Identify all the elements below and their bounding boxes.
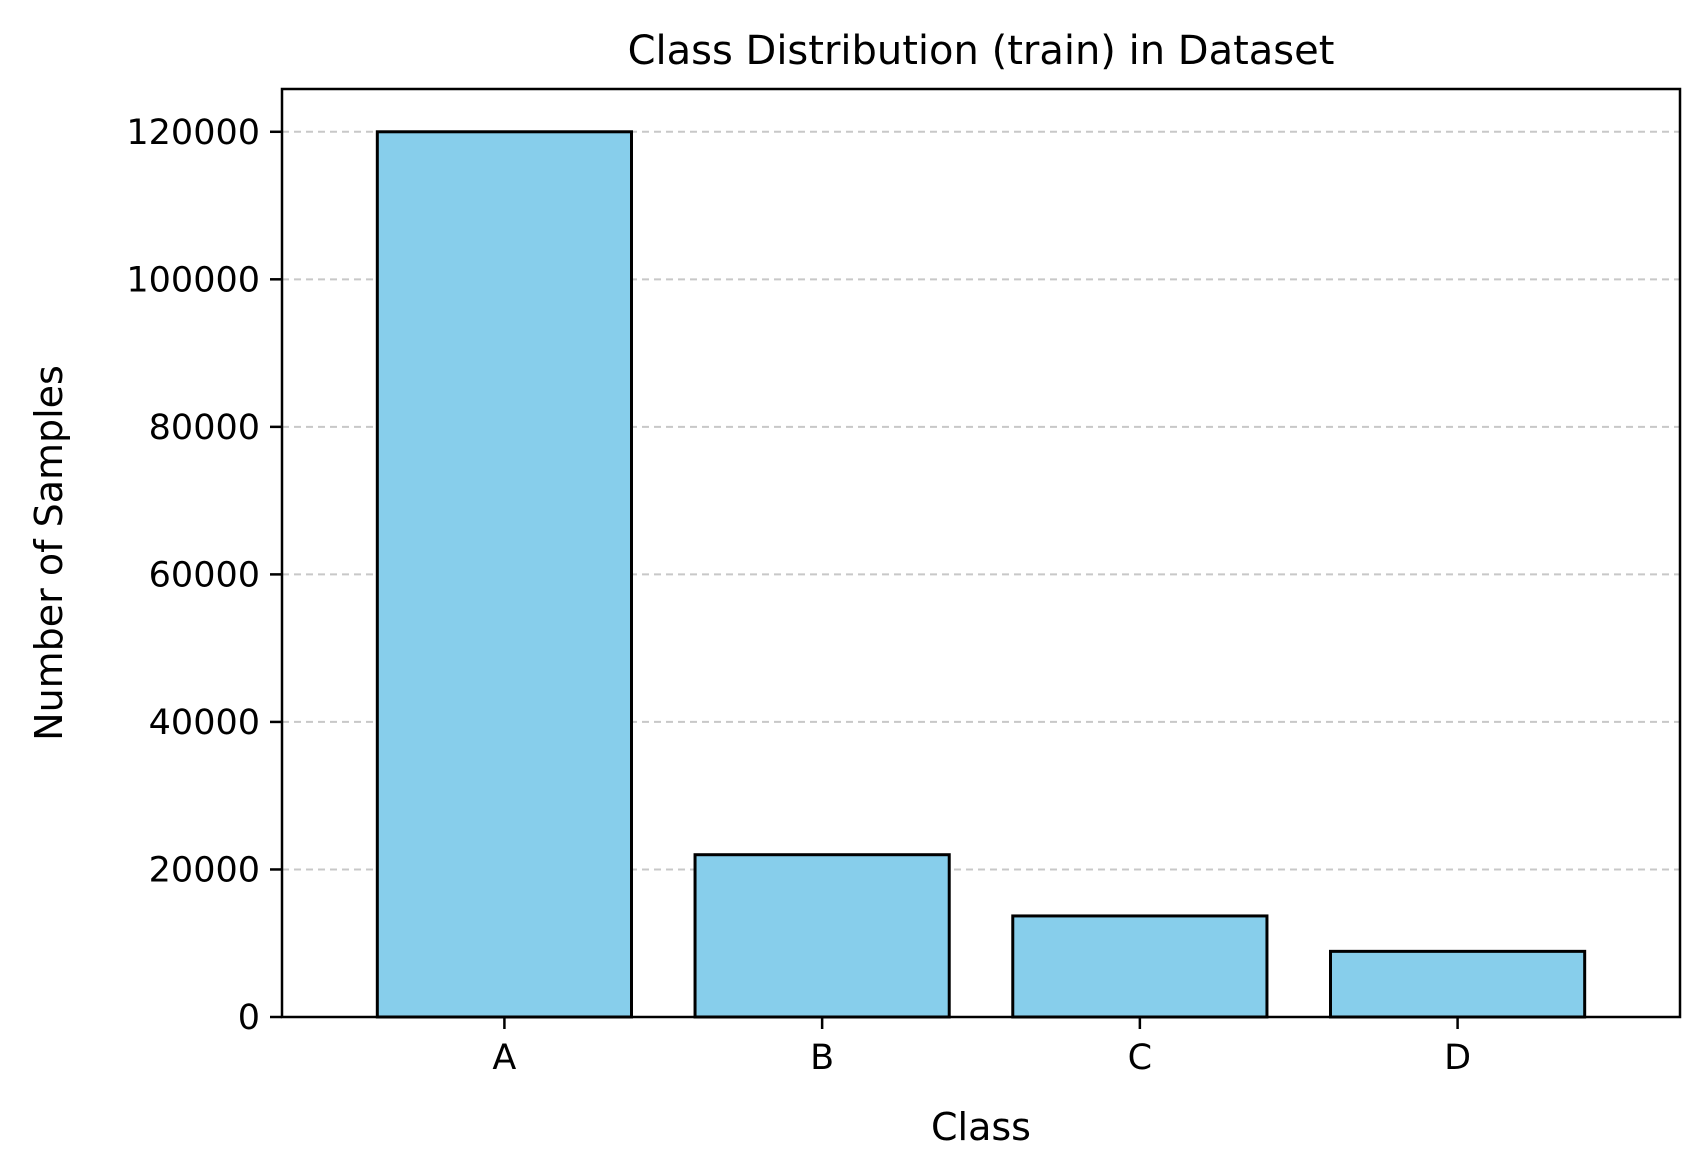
y-tick-label: 0 [238,998,260,1038]
x-axis-label: Class [931,1105,1031,1149]
bar-b [693,853,951,1019]
y-tick-label: 100000 [126,260,260,300]
x-tick-label: B [810,1038,834,1078]
bar-a [375,130,633,1019]
chart-title: Class Distribution (train) in Dataset [628,28,1335,74]
y-tick-label: 20000 [149,850,260,890]
bars [375,130,1587,1019]
y-tick-label: 40000 [149,703,260,743]
y-axis-label: Number of Samples [27,365,71,741]
x-tick-label: C [1128,1038,1152,1078]
x-axis-ticks: A B C D [492,1017,1471,1078]
plot-frame [280,87,1682,1019]
x-tick-label: D [1444,1038,1471,1078]
bar-d [1329,949,1587,1019]
bar-c [1011,914,1269,1019]
x-tick-label: A [492,1038,516,1078]
y-tick-label: 120000 [126,113,260,153]
y-axis-ticks: 0 20000 40000 60000 80000 100000 120000 [126,113,282,1038]
y-tick-label: 60000 [149,555,260,595]
y-tick-label: 80000 [149,408,260,448]
